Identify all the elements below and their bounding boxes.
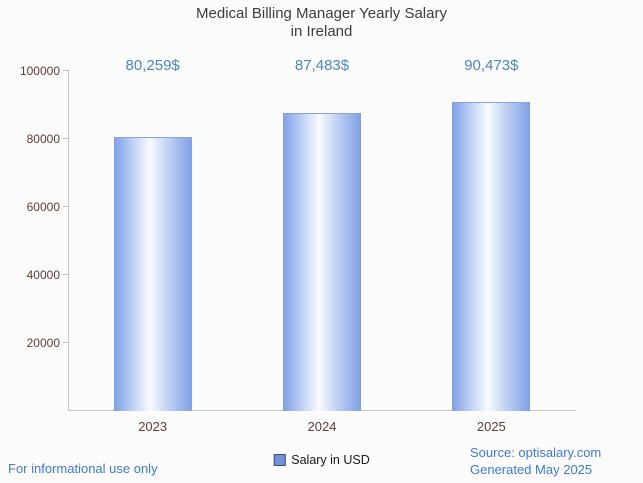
- bar-2023: [113, 137, 192, 411]
- source-block: Source: optisalary.com Generated May 202…: [470, 444, 601, 478]
- bar-value-label: 87,483$: [294, 57, 350, 74]
- x-axis-label: 2025: [476, 419, 506, 434]
- y-tick-mark: [63, 70, 68, 71]
- bar-2025: [452, 102, 531, 411]
- bar-2024: [283, 112, 361, 411]
- y-tick-label: 80000: [26, 132, 60, 146]
- generated-text: Generated May 2025: [470, 462, 593, 477]
- y-tick-label: 40000: [26, 268, 60, 282]
- y-tick-label: 20000: [26, 336, 60, 350]
- y-tick-label: 60000: [26, 200, 60, 214]
- y-tick-mark: [63, 138, 68, 139]
- legend-label: Salary in USD: [291, 453, 370, 467]
- bar-value-label: 80,259$: [125, 57, 180, 74]
- chart-title: Medical Billing Manager Yearly Salary in…: [0, 5, 643, 41]
- y-tick-mark: [63, 274, 68, 275]
- disclaimer-text: For informational use only: [8, 461, 158, 476]
- chart-title-line1: Medical Billing Manager Yearly Salary: [196, 5, 447, 22]
- x-axis-label: 2023: [138, 419, 168, 434]
- y-axis-line: [68, 70, 69, 411]
- y-tick-label: 100000: [19, 64, 60, 78]
- y-tick-mark: [63, 206, 68, 207]
- chart-title-line2: in Ireland: [290, 23, 353, 40]
- legend-swatch-icon: [273, 454, 286, 466]
- legend: Salary in USD: [273, 453, 370, 467]
- source-text: Source: optisalary.com: [470, 445, 602, 460]
- y-tick-mark: [63, 342, 68, 343]
- x-axis-label: 2024: [307, 419, 337, 434]
- bar-value-label: 90,473$: [464, 57, 519, 74]
